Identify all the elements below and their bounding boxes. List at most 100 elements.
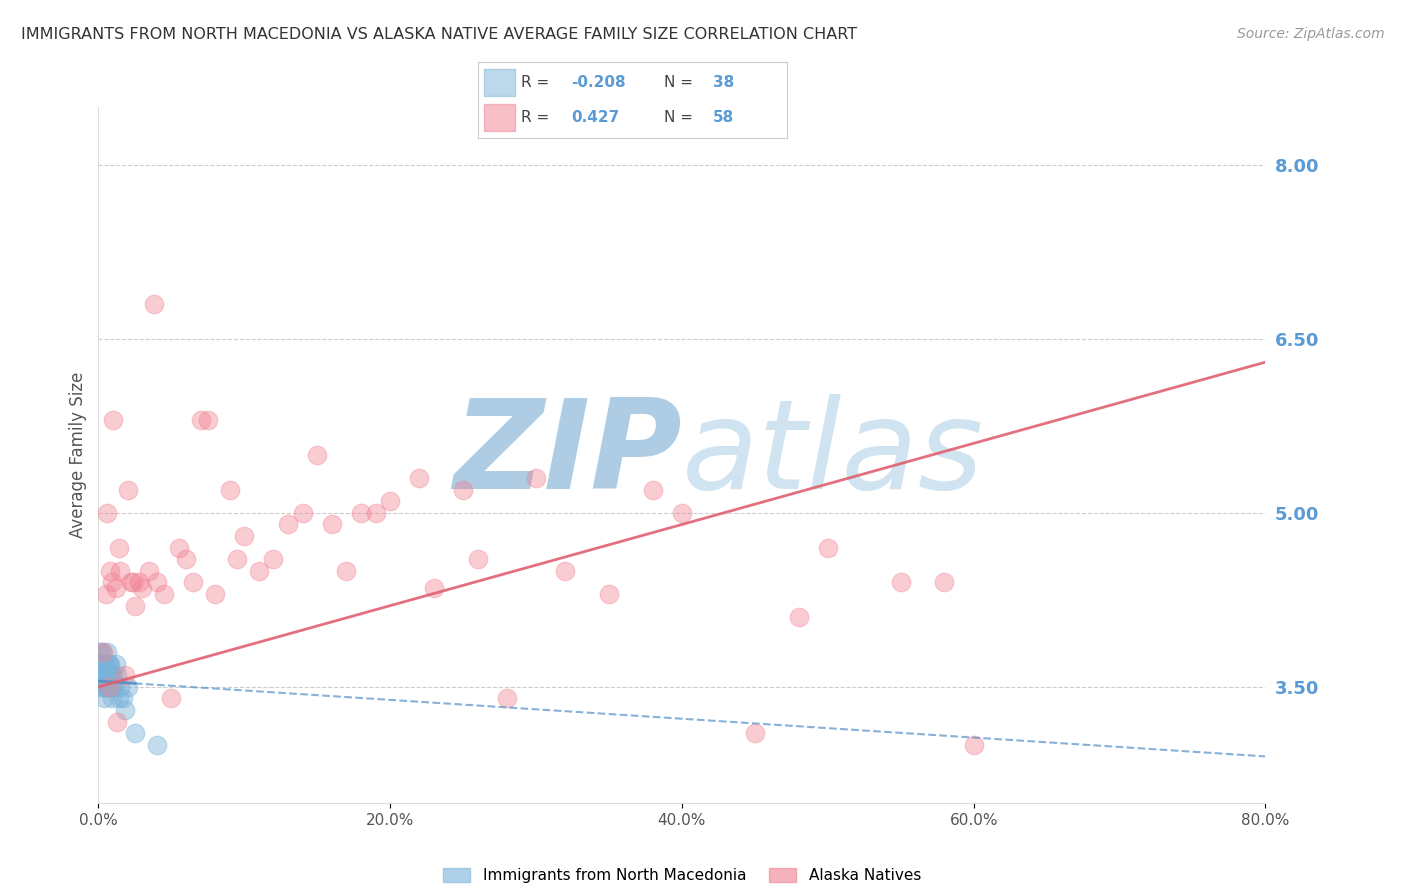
Point [321, 517, 343, 532]
Point [174, 552, 197, 566]
Point [423, 582, 446, 596]
Point [122, 575, 145, 590]
Point [89, 645, 111, 659]
Point [91, 657, 114, 671]
Text: 0.427: 0.427 [571, 110, 619, 125]
Point [291, 506, 314, 520]
Point [408, 471, 430, 485]
Point [890, 575, 912, 590]
Text: R =: R = [522, 110, 560, 125]
Point [90, 657, 112, 671]
Point [100, 691, 122, 706]
Point [110, 564, 132, 578]
Legend: Immigrants from North Macedonia, Alaska Natives: Immigrants from North Macedonia, Alaska … [437, 862, 927, 889]
Point [524, 471, 547, 485]
Text: R =: R = [522, 75, 554, 90]
Point [105, 668, 128, 682]
Point [218, 483, 240, 497]
Point [378, 494, 402, 508]
Point [934, 575, 956, 590]
Point [96, 680, 118, 694]
Point [364, 506, 387, 520]
Point [671, 506, 693, 520]
Point [467, 552, 489, 566]
Point [105, 714, 128, 729]
Point [110, 680, 132, 694]
Point [98, 657, 121, 671]
Point [247, 564, 270, 578]
Text: 38: 38 [713, 75, 734, 90]
Point [112, 691, 135, 706]
Point [97, 657, 120, 671]
Text: ZIP: ZIP [453, 394, 682, 516]
Point [94, 668, 117, 682]
Text: 58: 58 [713, 110, 734, 125]
Point [97, 668, 120, 682]
Point [495, 691, 517, 706]
Bar [484, 104, 515, 130]
Point [96, 645, 118, 659]
Point [89, 680, 111, 694]
Point [142, 297, 165, 311]
Point [97, 680, 120, 694]
Point [103, 680, 125, 694]
Point [96, 680, 118, 694]
Point [787, 610, 810, 624]
Point [91, 645, 114, 659]
Point [131, 582, 153, 596]
Point [91, 645, 114, 659]
Point [204, 587, 226, 601]
Point [97, 657, 120, 671]
Point [93, 668, 115, 682]
Point [117, 483, 139, 497]
Point [146, 738, 169, 752]
Point [94, 587, 117, 601]
Point [153, 587, 176, 601]
Point [114, 668, 136, 682]
Point [190, 413, 212, 427]
Point [100, 668, 122, 682]
Text: atlas: atlas [682, 394, 984, 516]
Point [101, 413, 124, 427]
Point [641, 483, 664, 497]
Point [101, 680, 124, 694]
Point [124, 599, 146, 613]
Text: N =: N = [664, 110, 697, 125]
Point [108, 691, 131, 706]
Point [181, 575, 204, 590]
Point [100, 575, 122, 590]
Point [117, 680, 139, 694]
Point [120, 575, 142, 590]
Text: IMMIGRANTS FROM NORTH MACEDONIA VS ALASKA NATIVE AVERAGE FAMILY SIZE CORRELATION: IMMIGRANTS FROM NORTH MACEDONIA VS ALASK… [21, 27, 858, 42]
Point [160, 691, 183, 706]
Point [101, 668, 124, 682]
Point [138, 564, 160, 578]
Point [114, 703, 136, 717]
Point [451, 483, 474, 497]
Point [335, 564, 357, 578]
Text: -0.208: -0.208 [571, 75, 626, 90]
Point [104, 657, 127, 671]
Point [233, 529, 256, 543]
Point [93, 680, 115, 694]
Point [146, 575, 169, 590]
Point [93, 691, 115, 706]
Point [350, 506, 373, 520]
Point [167, 541, 190, 555]
Point [307, 448, 329, 462]
Point [101, 680, 124, 694]
Point [962, 738, 984, 752]
Point [262, 552, 284, 566]
Point [226, 552, 249, 566]
Point [100, 668, 122, 682]
Y-axis label: Average Family Size: Average Family Size [69, 372, 87, 538]
Point [128, 575, 150, 590]
Point [104, 582, 127, 596]
Point [817, 541, 839, 555]
Point [90, 668, 112, 682]
Point [94, 657, 117, 671]
Point [96, 506, 118, 520]
Point [124, 726, 146, 740]
Point [91, 680, 114, 694]
Point [744, 726, 766, 740]
